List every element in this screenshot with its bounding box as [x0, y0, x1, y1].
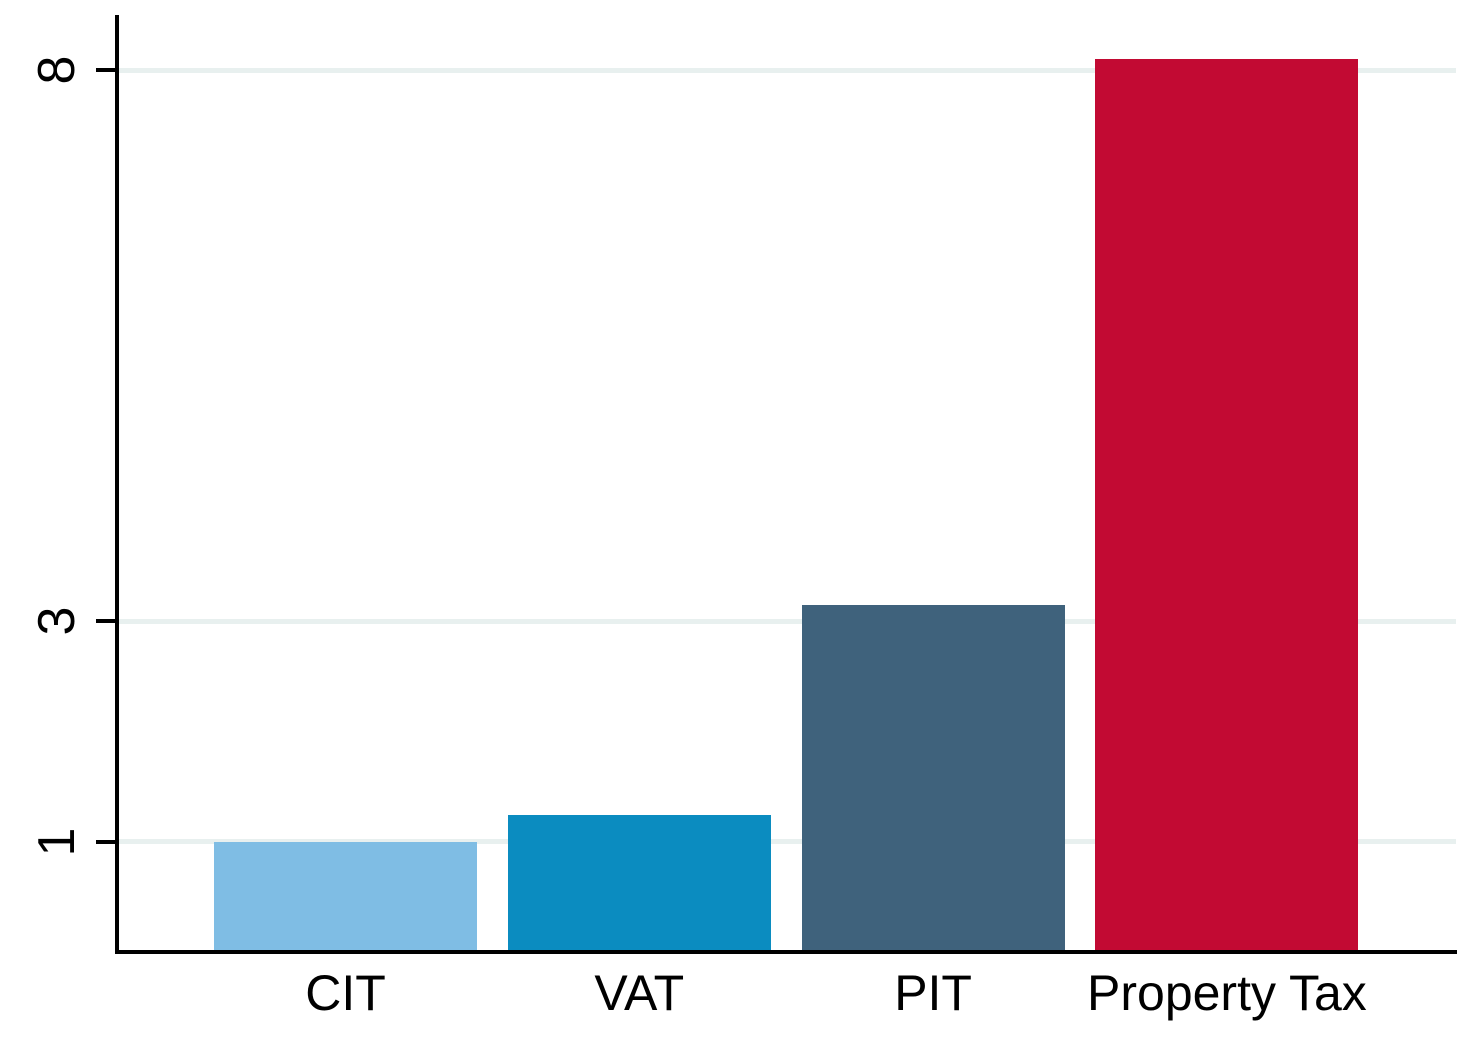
gridline: [119, 67, 1456, 73]
bar-pit: [801, 604, 1065, 950]
bar-property-tax: [1095, 59, 1359, 950]
gridline: [119, 839, 1456, 845]
y-tick-label: 1: [28, 827, 86, 857]
y-tick-mark: [96, 68, 115, 73]
x-axis-label: Property Tax: [1087, 965, 1367, 1021]
y-tick-mark: [96, 839, 115, 844]
bar-vat: [507, 815, 771, 950]
x-axis-line: [115, 950, 1457, 954]
y-tick-label: 3: [28, 606, 86, 636]
y-tick-label: 8: [28, 55, 86, 85]
bar-cit: [214, 841, 477, 950]
x-axis-label: VAT: [594, 965, 685, 1021]
gridline: [119, 618, 1456, 624]
y-axis-line: [115, 15, 119, 954]
x-axis-label: CIT: [305, 965, 386, 1021]
x-axis-label: PIT: [894, 965, 972, 1021]
y-tick-mark: [96, 619, 115, 624]
